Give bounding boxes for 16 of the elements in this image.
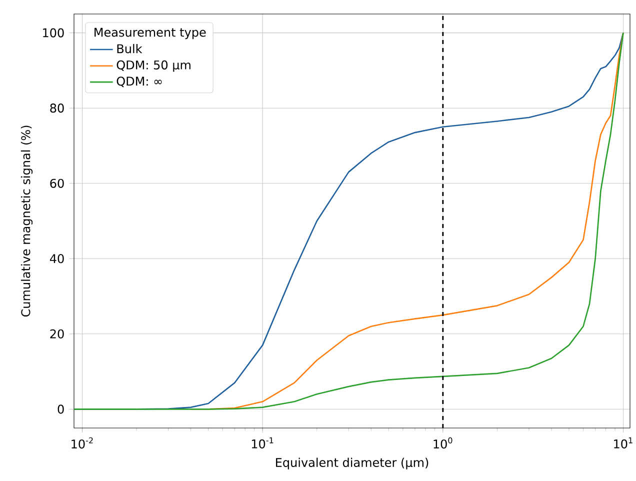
x-axis-title: Equivalent diameter (μm) (276, 458, 428, 470)
y-tick-label: 60 (50, 178, 64, 188)
y-tick-label: 100 (43, 28, 64, 38)
x-tick-label: 10$^{-1}$ (252, 437, 274, 448)
y-tick-label: 20 (50, 329, 64, 338)
x-tick-label: 10$^{0}$ (434, 437, 452, 449)
y-tick-label: 0 (58, 404, 64, 414)
legend-label: QDM: 50 μm (116, 60, 190, 72)
legend-label: QDM: ∞ (116, 76, 162, 88)
x-tick-label: 10$^{1}$ (614, 437, 632, 448)
x-tick-label: 10$^{-2}$ (72, 437, 93, 449)
legend-title: Measurement type (94, 28, 206, 40)
y-axis-title: Cumulative magnetic signal (%) (20, 126, 33, 317)
y-tick-label: 40 (50, 254, 64, 264)
legend-label: Bulk (117, 44, 142, 54)
y-tick-label: 80 (50, 104, 64, 113)
